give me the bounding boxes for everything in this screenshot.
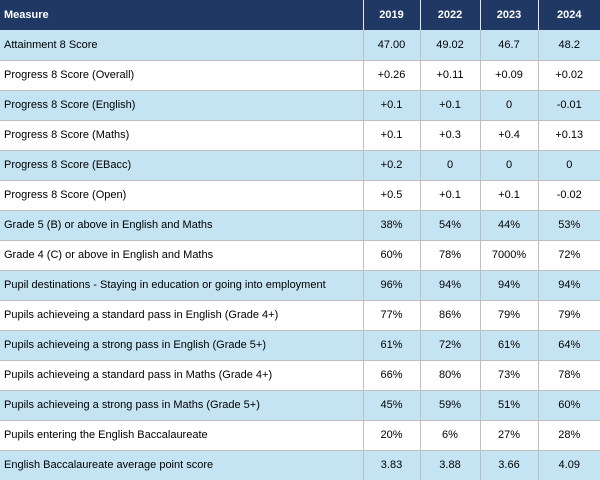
- measure-cell: English Baccalaureate average point scor…: [0, 450, 364, 480]
- column-header-year: 2023: [480, 0, 539, 30]
- value-cell: 3.66: [480, 450, 539, 480]
- measure-cell: Progress 8 Score (Overall): [0, 60, 364, 91]
- value-cell: +0.13: [538, 120, 600, 151]
- value-cell: 28%: [538, 420, 600, 451]
- column-header-year: 2019: [363, 0, 421, 30]
- table-row: Pupils achieveing a standard pass in Mat…: [0, 360, 600, 391]
- value-cell: 80%: [420, 360, 481, 391]
- value-cell: 0: [420, 150, 481, 181]
- value-cell: 3.83: [363, 450, 421, 480]
- value-cell: 49.02: [420, 30, 481, 61]
- table-row: Pupils achieveing a standard pass in Eng…: [0, 300, 600, 331]
- value-cell: 45%: [363, 390, 421, 421]
- measure-cell: Pupils achieveing a standard pass in Eng…: [0, 300, 364, 331]
- value-cell: 77%: [363, 300, 421, 331]
- measure-cell: Progress 8 Score (Open): [0, 180, 364, 211]
- value-cell: 61%: [363, 330, 421, 361]
- value-cell: 94%: [538, 270, 600, 301]
- table-row: Progress 8 Score (Open) +0.5 +0.1 +0.1 -0.02: [0, 180, 600, 211]
- value-cell: 64%: [538, 330, 600, 361]
- value-cell: 72%: [420, 330, 481, 361]
- value-cell: 96%: [363, 270, 421, 301]
- measure-cell: Progress 8 Score (EBacc): [0, 150, 364, 181]
- measure-cell: Pupils achieveing a standard pass in Mat…: [0, 360, 364, 391]
- value-cell: +0.1: [363, 90, 421, 121]
- value-cell: 79%: [538, 300, 600, 331]
- value-cell: 72%: [538, 240, 600, 271]
- value-cell: 0: [480, 150, 539, 181]
- value-cell: 54%: [420, 210, 481, 241]
- measure-cell: Progress 8 Score (Maths): [0, 120, 364, 151]
- value-cell: 4.09: [538, 450, 600, 480]
- header-row: Measure 2019 2022 2023 2024: [0, 0, 600, 30]
- value-cell: 27%: [480, 420, 539, 451]
- value-cell: -0.02: [538, 180, 600, 211]
- value-cell: +0.5: [363, 180, 421, 211]
- value-cell: 60%: [363, 240, 421, 271]
- table-row: Pupils achieveing a strong pass in Engli…: [0, 330, 600, 361]
- value-cell: 86%: [420, 300, 481, 331]
- measure-cell: Grade 4 (C) or above in English and Math…: [0, 240, 364, 271]
- value-cell: +0.26: [363, 60, 421, 91]
- table-row: Pupils achieveing a strong pass in Maths…: [0, 390, 600, 421]
- value-cell: 44%: [480, 210, 539, 241]
- value-cell: +0.3: [420, 120, 481, 151]
- value-cell: 61%: [480, 330, 539, 361]
- value-cell: +0.1: [480, 180, 539, 211]
- measure-cell: Pupils achieveing a strong pass in Maths…: [0, 390, 364, 421]
- column-header-year: 2024: [538, 0, 600, 30]
- value-cell: 73%: [480, 360, 539, 391]
- table-row: Progress 8 Score (English) +0.1 +0.1 0 -0.01: [0, 90, 600, 121]
- table-header: Measure 2019 2022 2023 2024: [0, 0, 600, 30]
- value-cell: +0.1: [420, 90, 481, 121]
- value-cell: +0.11: [420, 60, 481, 91]
- table-row: Progress 8 Score (Maths) +0.1 +0.3 +0.4 +0.1…: [0, 120, 600, 151]
- measure-cell: Attainment 8 Score: [0, 30, 364, 61]
- value-cell: 94%: [420, 270, 481, 301]
- table-row: Pupils entering the English Baccalaureat…: [0, 420, 600, 451]
- measure-cell: Pupils achieveing a strong pass in Engli…: [0, 330, 364, 361]
- table-row: Progress 8 Score (EBacc) +0.2 0 0 0: [0, 150, 600, 181]
- measure-cell: Grade 5 (B) or above in English and Math…: [0, 210, 364, 241]
- table-row: Grade 5 (B) or above in English and Math…: [0, 210, 600, 241]
- table-row: Progress 8 Score (Overall) +0.26 +0.11 +0.0…: [0, 60, 600, 91]
- measure-cell: Pupil destinations - Staying in educatio…: [0, 270, 364, 301]
- value-cell: +0.09: [480, 60, 539, 91]
- value-cell: 60%: [538, 390, 600, 421]
- value-cell: 20%: [363, 420, 421, 451]
- table-row: Pupil destinations - Staying in educatio…: [0, 270, 600, 301]
- table-row: English Baccalaureate average point scor…: [0, 450, 600, 480]
- column-header-year: 2022: [420, 0, 481, 30]
- value-cell: +0.4: [480, 120, 539, 151]
- value-cell: 0: [480, 90, 539, 121]
- value-cell: 47.00: [363, 30, 421, 61]
- value-cell: 79%: [480, 300, 539, 331]
- value-cell: 53%: [538, 210, 600, 241]
- value-cell: -0.01: [538, 90, 600, 121]
- value-cell: +0.02: [538, 60, 600, 91]
- value-cell: 78%: [538, 360, 600, 391]
- value-cell: 59%: [420, 390, 481, 421]
- value-cell: +0.1: [420, 180, 481, 211]
- value-cell: 0: [538, 150, 600, 181]
- measure-cell: Pupils entering the English Baccalaureat…: [0, 420, 364, 451]
- value-cell: +0.1: [363, 120, 421, 151]
- value-cell: 78%: [420, 240, 481, 271]
- value-cell: 7000%: [480, 240, 539, 271]
- value-cell: 51%: [480, 390, 539, 421]
- column-header-measure: Measure: [0, 0, 364, 30]
- value-cell: 3.88: [420, 450, 481, 480]
- value-cell: 38%: [363, 210, 421, 241]
- value-cell: +0.2: [363, 150, 421, 181]
- table-body: Attainment 8 Score 47.00 49.02 46.7 48.2 Prog…: [0, 30, 600, 480]
- value-cell: 6%: [420, 420, 481, 451]
- value-cell: 94%: [480, 270, 539, 301]
- table-row: Attainment 8 Score 47.00 49.02 46.7 48.2: [0, 30, 600, 61]
- value-cell: 48.2: [538, 30, 600, 61]
- value-cell: 46.7: [480, 30, 539, 61]
- measure-cell: Progress 8 Score (English): [0, 90, 364, 121]
- table-row: Grade 4 (C) or above in English and Math…: [0, 240, 600, 271]
- value-cell: 66%: [363, 360, 421, 391]
